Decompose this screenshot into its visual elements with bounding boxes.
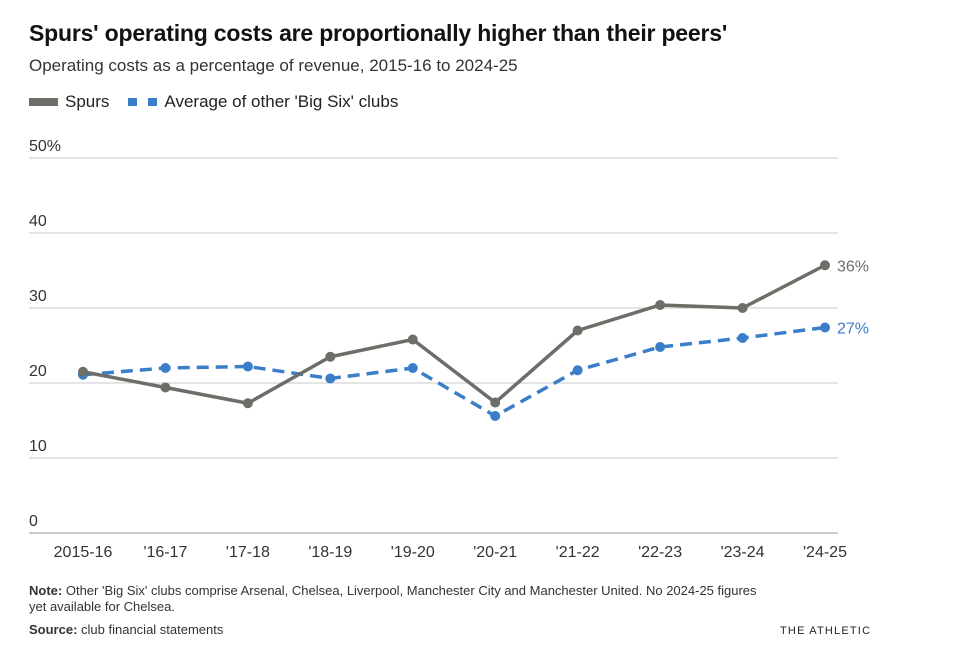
- y-tick-label: 40: [29, 213, 47, 230]
- legend-item-spurs: Spurs: [29, 92, 109, 112]
- data-point-other-clubs: [572, 365, 583, 376]
- data-point-other-clubs: [242, 361, 253, 372]
- y-tick-label: 50%: [29, 138, 61, 155]
- note-text: Other 'Big Six' clubs comprise Arsenal, …: [29, 583, 757, 614]
- data-point-spurs: [325, 351, 336, 362]
- note-label: Note:: [29, 583, 63, 598]
- data-point-other-clubs: [655, 342, 666, 352]
- y-tick-label: 0: [29, 513, 38, 530]
- chart-subtitle: Operating costs as a percentage of reven…: [29, 56, 518, 75]
- data-point-spurs: [78, 366, 88, 377]
- x-tick-label: '20-21: [473, 544, 517, 561]
- source-text: club financial statements: [81, 622, 224, 637]
- data-point-spurs: [160, 382, 171, 393]
- data-point-spurs: [242, 398, 253, 409]
- data-point-other-clubs: [160, 363, 171, 373]
- x-tick-label: '17-18: [226, 544, 270, 561]
- x-tick-label: '22-23: [638, 544, 682, 561]
- data-point-spurs: [655, 300, 666, 310]
- line-chart: 0 10 20 30 40 50% 2015-16 '16-17 '17-18 '18-19 '19…: [29, 138, 869, 561]
- brand-logo: THE ATHLETIC: [780, 625, 872, 637]
- end-label-spurs: 36%: [837, 258, 869, 275]
- data-point-spurs: [490, 397, 501, 408]
- legend-item-other-clubs: Average of other 'Big Six' clubs: [128, 92, 398, 112]
- x-tick-label: '24-25: [803, 544, 847, 561]
- legend-swatch-other-clubs: [128, 98, 158, 106]
- data-point-other-clubs: [407, 363, 418, 373]
- data-point-spurs: [572, 325, 583, 336]
- x-tick-label: '16-17: [143, 544, 187, 561]
- x-tick-label: '21-22: [556, 544, 600, 561]
- chart-legend: Spurs Average of other 'Big Six' clubs: [29, 91, 417, 113]
- x-tick-label: 2015-16: [54, 544, 113, 561]
- y-tick-label: 10: [29, 438, 47, 455]
- x-tick-label: '19-20: [391, 544, 435, 561]
- series-line-other-clubs: [82, 325, 826, 418]
- data-point-spurs: [820, 260, 830, 271]
- data-point-other-clubs: [325, 373, 336, 384]
- x-tick-label: '23-24: [721, 544, 765, 561]
- chart-note: Note: Other 'Big Six' clubs comprise Ars…: [29, 583, 774, 615]
- data-point-other-clubs: [820, 322, 830, 333]
- chart-title: Spurs' operating costs are proportionall…: [29, 20, 728, 46]
- data-point-other-clubs: [490, 411, 501, 421]
- source-label: Source:: [29, 622, 78, 637]
- y-tick-label: 20: [29, 363, 47, 380]
- legend-label-spurs: Spurs: [65, 92, 110, 111]
- legend-label-other-clubs: Average of other 'Big Six' clubs: [164, 92, 399, 111]
- chart-source: Source: club financial statements: [29, 622, 223, 637]
- y-tick-label: 30: [29, 288, 47, 305]
- legend-swatch-spurs: [29, 98, 58, 106]
- end-label-other-clubs: 27%: [837, 321, 869, 338]
- data-point-spurs: [407, 334, 418, 345]
- x-tick-label: '18-19: [308, 544, 352, 561]
- series-line-spurs: [82, 263, 826, 405]
- data-point-other-clubs: [737, 333, 748, 343]
- data-point-spurs: [737, 303, 748, 313]
